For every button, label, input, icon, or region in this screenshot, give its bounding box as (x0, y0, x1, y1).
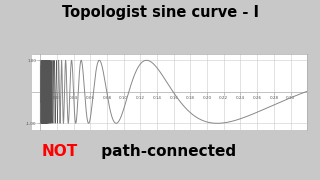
Text: NOT: NOT (42, 144, 78, 159)
Text: Topologist sine curve - I: Topologist sine curve - I (61, 5, 259, 20)
Text: path-connected: path-connected (96, 144, 236, 159)
